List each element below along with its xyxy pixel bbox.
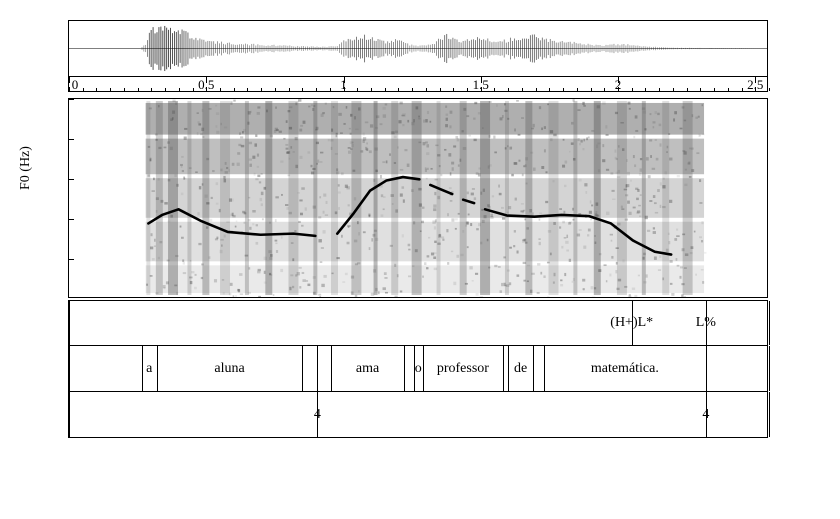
praat-figure: F0 (Hz) 00.511.522.5 100170240310380450 … <box>20 20 820 438</box>
tier-segment: matemática. <box>544 346 706 391</box>
tier-segment: ama <box>331 346 404 391</box>
tier-label: (H+)L* <box>610 315 653 331</box>
tier-label: 4 <box>702 407 709 423</box>
tier-segment: de <box>508 346 533 391</box>
breaks-tier: 44 <box>68 392 768 438</box>
waveform <box>69 21 767 76</box>
tier-segment: o <box>414 346 424 391</box>
spectrogram <box>69 99 767 297</box>
tier-segment: aluna <box>157 346 302 391</box>
tier-segment: a <box>142 346 157 391</box>
y-tick-label: 100 <box>68 291 69 298</box>
spectrogram-panel: 100170240310380450 <box>68 98 768 298</box>
tier-label: L% <box>696 315 716 331</box>
tier-label: 4 <box>314 407 321 423</box>
plot-area: 00.511.522.5 100170240310380450 (H+)L* L%… <box>68 20 768 438</box>
time-axis: 00.511.522.5 <box>68 76 768 92</box>
y-axis-label: F0 (Hz) <box>18 146 34 190</box>
waveform-panel <box>68 20 768 76</box>
tier-segment: professor <box>423 346 503 391</box>
tones-tier: (H+)L* L% <box>68 300 768 346</box>
x-tick-label: 0 <box>72 76 79 93</box>
words-tier: aaluna amaoprofessordematemática. <box>68 346 768 392</box>
